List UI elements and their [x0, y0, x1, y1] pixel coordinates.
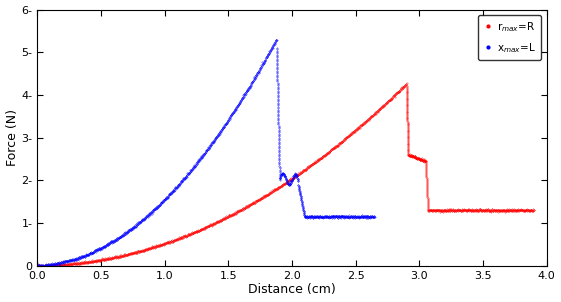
r$_{max}$=R	[34, 264, 41, 267]
r$_{max}$=R	[34, 264, 41, 268]
r$_{max}$=R	[406, 154, 413, 157]
x$_{max}$=L	[161, 198, 168, 201]
Y-axis label: Force (N): Force (N)	[6, 109, 19, 166]
x$_{max}$=L	[298, 202, 305, 205]
r$_{max}$=R	[308, 163, 315, 166]
Line: x$_{max}$=L: x$_{max}$=L	[37, 40, 375, 266]
x$_{max}$=L	[117, 236, 123, 239]
x$_{max}$=L	[298, 201, 305, 204]
r$_{max}$=R	[403, 81, 410, 85]
r$_{max}$=R	[531, 208, 537, 212]
X-axis label: Distance (cm): Distance (cm)	[248, 284, 336, 297]
x$_{max}$=L	[264, 54, 270, 58]
r$_{max}$=R	[274, 186, 281, 190]
r$_{max}$=R	[405, 147, 412, 150]
r$_{max}$=R	[507, 209, 514, 213]
x$_{max}$=L	[275, 130, 282, 134]
Legend: r$_{max}$=R, x$_{max}$=L: r$_{max}$=R, x$_{max}$=L	[477, 15, 541, 60]
Line: r$_{max}$=R: r$_{max}$=R	[37, 83, 534, 266]
r$_{max}$=R	[350, 130, 356, 133]
x$_{max}$=L	[34, 264, 41, 268]
x$_{max}$=L	[371, 215, 378, 219]
x$_{max}$=L	[273, 38, 280, 42]
